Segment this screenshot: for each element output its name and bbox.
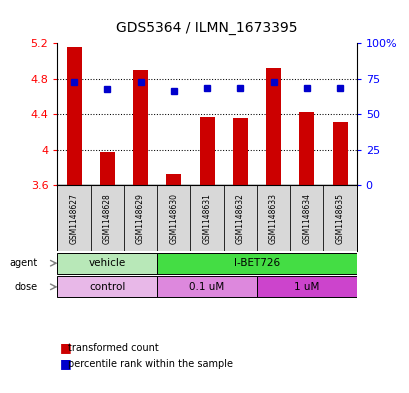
Text: GSM1148630: GSM1148630: [169, 193, 178, 244]
Text: GSM1148634: GSM1148634: [301, 193, 310, 244]
FancyBboxPatch shape: [157, 253, 356, 274]
Text: vehicle: vehicle: [88, 258, 126, 268]
Text: GSM1148628: GSM1148628: [103, 193, 112, 244]
Text: GSM1148633: GSM1148633: [268, 193, 277, 244]
FancyBboxPatch shape: [157, 276, 256, 298]
Bar: [299, 112, 314, 185]
FancyBboxPatch shape: [256, 276, 356, 298]
Bar: [66, 47, 81, 185]
FancyBboxPatch shape: [223, 185, 256, 252]
Bar: [133, 70, 148, 185]
Bar: [232, 118, 247, 185]
FancyBboxPatch shape: [323, 185, 356, 252]
Text: control: control: [89, 282, 125, 292]
FancyBboxPatch shape: [90, 185, 124, 252]
Bar: [265, 68, 280, 185]
Text: GSM1148635: GSM1148635: [335, 193, 344, 244]
FancyBboxPatch shape: [157, 185, 190, 252]
Text: percentile rank within the sample: percentile rank within the sample: [67, 358, 232, 369]
Text: 0.1 uM: 0.1 uM: [189, 282, 224, 292]
FancyBboxPatch shape: [57, 253, 157, 274]
Text: dose: dose: [15, 282, 38, 292]
Text: GSM1148631: GSM1148631: [202, 193, 211, 244]
Text: transformed count: transformed count: [67, 343, 158, 353]
Bar: [199, 117, 214, 185]
Text: I-BET726: I-BET726: [233, 258, 279, 268]
FancyBboxPatch shape: [124, 185, 157, 252]
FancyBboxPatch shape: [57, 185, 90, 252]
FancyBboxPatch shape: [57, 276, 157, 298]
Text: GSM1148629: GSM1148629: [136, 193, 145, 244]
FancyBboxPatch shape: [290, 185, 323, 252]
Bar: [166, 174, 181, 185]
Text: GDS5364 / ILMN_1673395: GDS5364 / ILMN_1673395: [116, 21, 297, 35]
Bar: [332, 122, 347, 185]
Text: ■: ■: [59, 357, 71, 370]
Text: GSM1148627: GSM1148627: [70, 193, 79, 244]
Text: ■: ■: [59, 341, 71, 354]
FancyBboxPatch shape: [256, 185, 290, 252]
FancyBboxPatch shape: [190, 185, 223, 252]
Bar: [99, 152, 115, 185]
Text: 1 uM: 1 uM: [293, 282, 319, 292]
Text: GSM1148632: GSM1148632: [235, 193, 244, 244]
Text: agent: agent: [10, 258, 38, 268]
